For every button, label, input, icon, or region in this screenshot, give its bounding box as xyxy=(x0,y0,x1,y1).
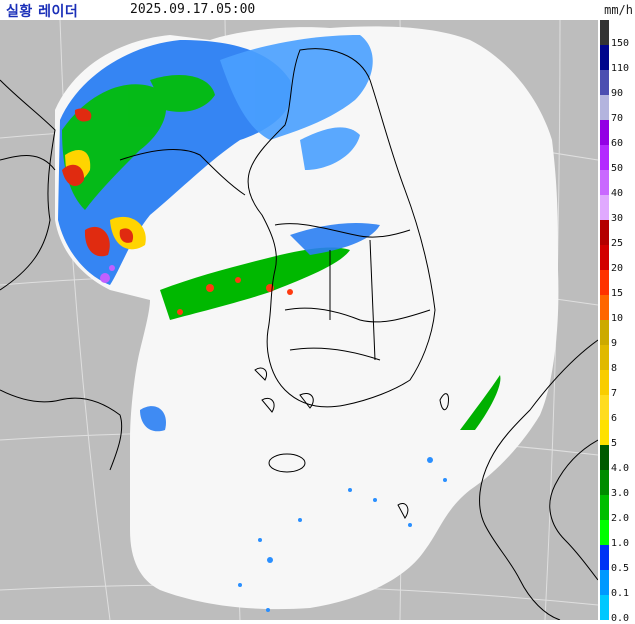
legend-swatch xyxy=(600,570,609,595)
legend-label: 110 xyxy=(611,63,630,74)
legend-swatch xyxy=(600,470,609,495)
legend-swatch xyxy=(600,20,609,45)
echo-central-blue xyxy=(140,223,380,432)
legend-swatch xyxy=(600,70,609,95)
legend-item: 9 xyxy=(600,320,635,349)
legend-swatch xyxy=(600,395,609,420)
legend-label: 30 xyxy=(611,213,624,224)
legend-item: 0.0 xyxy=(600,595,635,624)
legend-swatch xyxy=(600,520,609,545)
legend: 150 110 90 70 60 50 40 30 25 20 15 10 9 8 7 6 5 4.0 3.0 2.0… xyxy=(600,20,635,624)
legend-item: 5 xyxy=(600,420,635,449)
legend-item: 110 xyxy=(600,45,635,74)
legend-item: 30 xyxy=(600,195,635,224)
legend-item: 20 xyxy=(600,245,635,274)
legend-swatch xyxy=(600,345,609,370)
legend-item: 3.0 xyxy=(600,470,635,499)
legend-label: 40 xyxy=(611,188,624,199)
legend-label: 60 xyxy=(611,138,624,149)
legend-swatch xyxy=(600,145,609,170)
legend-swatch xyxy=(600,220,609,245)
echo-red-west xyxy=(62,108,134,257)
jeju-island xyxy=(268,453,306,473)
legend-item: 25 xyxy=(600,220,635,249)
legend-label: 3.0 xyxy=(611,488,630,499)
legend-swatch xyxy=(600,245,609,270)
legend-label: 0.0 xyxy=(611,613,630,624)
echo-purple-west xyxy=(100,265,115,283)
legend-swatch xyxy=(600,495,609,520)
legend-item: 40 xyxy=(600,170,635,199)
unit-label: mm/h xyxy=(604,3,633,17)
echo-east-band xyxy=(460,375,501,430)
header: 실황 레이더 2025.09.17.05:00 xyxy=(0,0,598,20)
legend-label: 20 xyxy=(611,263,624,274)
timestamp: 2025.09.17.05:00 xyxy=(130,2,256,17)
korea-coast xyxy=(247,48,436,408)
legend-swatch xyxy=(600,595,609,620)
legend-label: 70 xyxy=(611,113,624,124)
radar-map xyxy=(0,20,598,620)
legend-label: 0.5 xyxy=(611,563,630,574)
legend-item: 7 xyxy=(600,370,635,399)
legend-swatch xyxy=(600,120,609,145)
legend-label: 4.0 xyxy=(611,463,630,474)
legend-label: 8 xyxy=(611,363,618,374)
coastlines xyxy=(0,48,598,620)
legend-label: 0.1 xyxy=(611,588,630,599)
legend-swatch xyxy=(600,170,609,195)
legend-label: 7 xyxy=(611,388,618,399)
legend-item: 15 xyxy=(600,270,635,299)
legend-item: 150 xyxy=(600,20,635,49)
china-coast xyxy=(0,79,56,291)
legend-swatch xyxy=(600,270,609,295)
legend-swatch xyxy=(600,420,609,445)
page-title: 실황 레이더 xyxy=(6,4,79,20)
echo-north xyxy=(220,35,373,170)
echo-scattered xyxy=(238,457,447,612)
legend-label: 50 xyxy=(611,163,624,174)
legend-label: 6 xyxy=(611,413,618,424)
legend-swatch xyxy=(600,45,609,70)
legend-swatch xyxy=(600,545,609,570)
legend-item: 10 xyxy=(600,295,635,324)
legend-item: 0.1 xyxy=(600,570,635,599)
legend-label: 2.0 xyxy=(611,513,630,524)
legend-label: 9 xyxy=(611,338,618,349)
legend-label: 1.0 xyxy=(611,538,630,549)
legend-swatch xyxy=(600,445,609,470)
legend-item: 1.0 xyxy=(600,520,635,549)
legend-item: 50 xyxy=(600,145,635,174)
legend-item: 90 xyxy=(600,70,635,99)
legend-item: 8 xyxy=(600,345,635,374)
legend-label: 150 xyxy=(611,38,630,49)
legend-label: 90 xyxy=(611,88,624,99)
echo-central-band xyxy=(160,247,350,320)
legend-swatch xyxy=(600,295,609,320)
legend-label: 25 xyxy=(611,238,624,249)
legend-item: 70 xyxy=(600,95,635,124)
legend-item: 0.5 xyxy=(600,545,635,574)
legend-item: 6 xyxy=(600,395,635,424)
legend-swatch xyxy=(600,195,609,220)
legend-label: 10 xyxy=(611,313,624,324)
legend-swatch xyxy=(600,370,609,395)
legend-item: 4.0 xyxy=(600,445,635,474)
legend-item: 60 xyxy=(600,120,635,149)
japan-coast xyxy=(479,339,598,620)
legend-label: 5 xyxy=(611,438,618,449)
legend-swatch xyxy=(600,320,609,345)
legend-swatch xyxy=(600,95,609,120)
legend-item: 2.0 xyxy=(600,495,635,524)
legend-label: 15 xyxy=(611,288,624,299)
